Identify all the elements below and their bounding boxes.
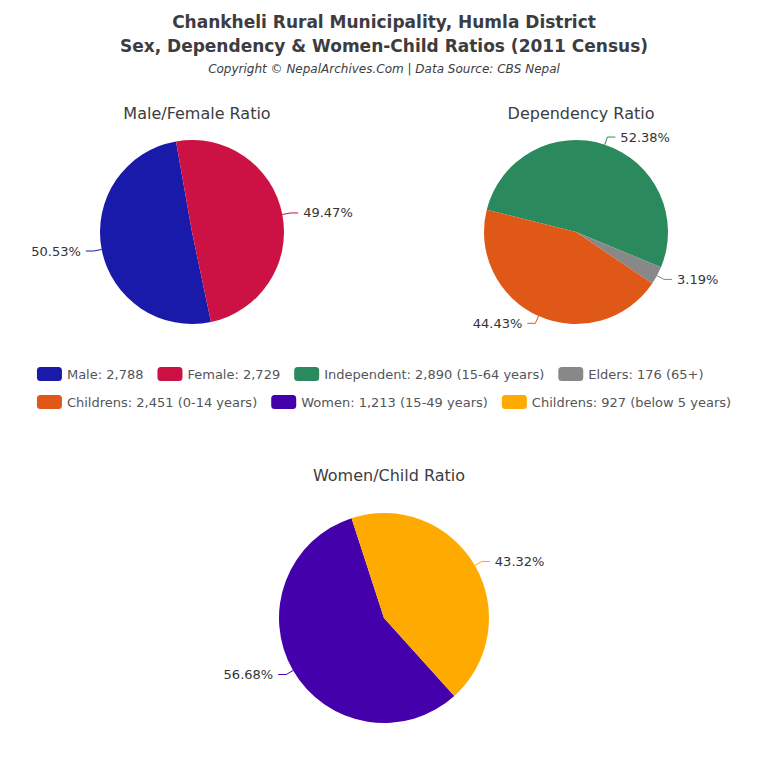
- svg-text:49.47%: 49.47%: [303, 205, 353, 220]
- svg-text:50.53%: 50.53%: [31, 244, 81, 259]
- svg-text:Independent: 2,890 (15-64 year: Independent: 2,890 (15-64 years): [324, 367, 544, 382]
- svg-text:Female: 2,729: Female: 2,729: [187, 367, 280, 382]
- svg-text:Male/Female Ratio: Male/Female Ratio: [123, 104, 270, 123]
- svg-text:52.38%: 52.38%: [620, 130, 670, 145]
- svg-text:56.68%: 56.68%: [224, 667, 274, 682]
- svg-text:Women/Child Ratio: Women/Child Ratio: [313, 466, 465, 485]
- svg-text:Childrens: 927 (below 5 years): Childrens: 927 (below 5 years): [532, 395, 731, 410]
- svg-text:Elders: 176 (65+): Elders: 176 (65+): [588, 367, 703, 382]
- svg-text:Copyright © NepalArchives.Com: Copyright © NepalArchives.Com | Data Sou…: [208, 62, 560, 76]
- svg-text:Sex, Dependency & Women-Child: Sex, Dependency & Women-Child Ratios (20…: [120, 36, 648, 56]
- svg-text:Male: 2,788: Male: 2,788: [67, 367, 144, 382]
- svg-text:Chankheli Rural Municipality,: Chankheli Rural Municipality, Humla Dist…: [172, 12, 596, 32]
- svg-text:44.43%: 44.43%: [473, 316, 523, 331]
- svg-text:Dependency Ratio: Dependency Ratio: [508, 104, 655, 123]
- svg-text:43.32%: 43.32%: [495, 554, 545, 569]
- svg-text:Women: 1,213 (15-49 years): Women: 1,213 (15-49 years): [301, 395, 488, 410]
- svg-text:3.19%: 3.19%: [677, 272, 718, 287]
- svg-text:Childrens: 2,451 (0-14 years): Childrens: 2,451 (0-14 years): [67, 395, 257, 410]
